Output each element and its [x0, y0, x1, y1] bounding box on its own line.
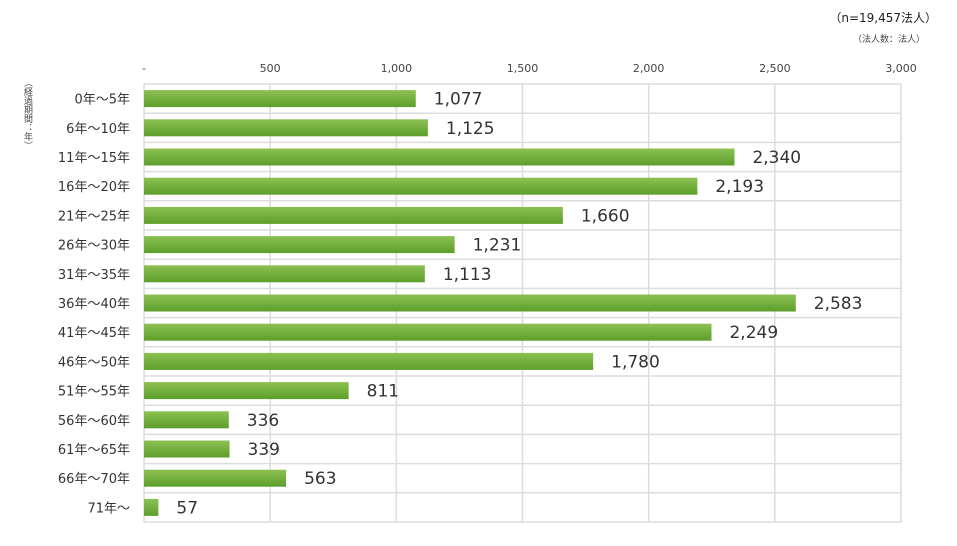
category-label: 0年～5年 — [74, 93, 130, 108]
bar — [144, 323, 712, 341]
value-label: 563 — [304, 469, 336, 489]
bar — [144, 382, 349, 400]
value-label: 1,780 — [611, 352, 660, 372]
value-label: 1,077 — [434, 90, 483, 110]
x-tick-label: 3,000 — [885, 62, 917, 75]
category-label: 21年～25年 — [58, 209, 130, 224]
category-label: 41年～45年 — [58, 326, 130, 341]
x-tick-label: - — [142, 62, 146, 75]
category-label: 11年～15年 — [58, 151, 130, 166]
category-label: 6年～10年 — [66, 122, 130, 137]
bar — [144, 119, 428, 137]
y-axis-label: （経過期間：年） — [22, 78, 32, 150]
category-label: 61年～65年 — [58, 443, 130, 458]
value-label: 2,340 — [752, 148, 801, 168]
x-tick-layer: - 500 1,000 1,500 2,000 2,500 3,000 — [142, 62, 917, 75]
bar — [144, 498, 159, 516]
bar-layer — [144, 90, 796, 516]
category-label: 31年～35年 — [58, 268, 130, 283]
value-label: 57 — [176, 498, 198, 518]
value-label: 2,193 — [715, 177, 764, 197]
value-label-layer: 1,077 1,125 2,340 2,193 1,660 1,231 1,113 2,583… — [176, 90, 862, 519]
sample-size-note: （n=19,457法人） — [829, 11, 937, 25]
category-label: 66年～70年 — [58, 472, 130, 487]
bar — [144, 236, 455, 254]
value-label: 1,125 — [446, 119, 495, 139]
bar — [144, 90, 416, 108]
value-label: 336 — [247, 411, 279, 431]
category-label: 56年～60年 — [58, 414, 130, 429]
value-label: 811 — [367, 382, 399, 402]
value-label: 2,249 — [729, 323, 778, 343]
category-label: 71年～ — [87, 501, 130, 516]
value-label: 2,583 — [814, 294, 863, 314]
x-tick-label: 2,500 — [759, 62, 791, 75]
bar — [144, 411, 229, 429]
bar — [144, 177, 698, 195]
unit-note: （法人数：法人） — [852, 35, 925, 45]
bar — [144, 148, 735, 166]
value-label: 1,660 — [581, 206, 630, 226]
category-layer: 0年～5年 6年～10年 11年～15年 16年～20年 21年～25年 26年～30年 3… — [58, 93, 130, 517]
category-label: 51年～55年 — [58, 385, 130, 400]
bar — [144, 294, 796, 312]
x-tick-label: 2,000 — [633, 62, 665, 75]
bar — [144, 469, 287, 487]
bar — [144, 440, 230, 458]
bar — [144, 352, 594, 370]
value-label: 1,231 — [473, 236, 522, 256]
category-label: 36年～40年 — [58, 297, 130, 312]
bar — [144, 206, 563, 224]
category-label: 16年～20年 — [58, 180, 130, 195]
bar — [144, 265, 425, 283]
grid-layer — [143, 83, 902, 523]
x-tick-label: 1,500 — [507, 62, 539, 75]
value-label: 1,113 — [443, 265, 492, 285]
value-label: 339 — [248, 440, 280, 460]
x-tick-label: 500 — [260, 62, 281, 75]
category-label: 46年～50年 — [58, 355, 130, 370]
x-tick-label: 1,000 — [381, 62, 413, 75]
category-label: 26年～30年 — [58, 239, 130, 254]
